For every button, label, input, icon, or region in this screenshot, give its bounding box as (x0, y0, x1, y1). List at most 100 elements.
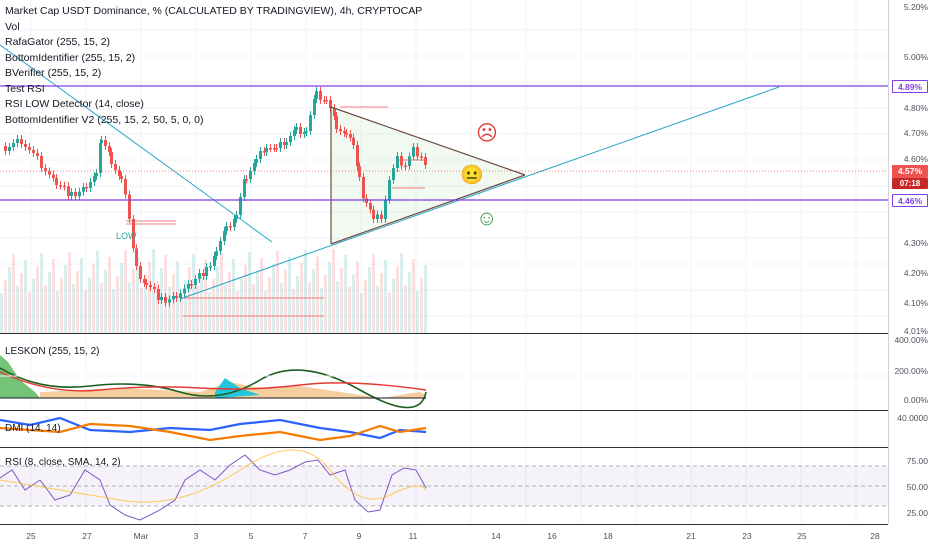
volume-bar (296, 276, 299, 333)
volume-bar (80, 258, 83, 333)
legend-line-bottomidentifier-v2[interactable]: BottomIdentifier V2 (255, 15, 2, 50, 5, … (5, 113, 204, 126)
volume-bar (140, 288, 143, 333)
candle-body (235, 215, 238, 219)
volume-bar (272, 264, 275, 333)
candle-body (225, 226, 228, 231)
chart-legend: Market Cap USDT Dominance, % (CALCULATED… (5, 4, 422, 128)
price-axis-label: 4.60% (903, 154, 928, 164)
descending-trendline (0, 44, 273, 243)
candle-body (253, 163, 256, 171)
rsi-axis-label: 50.00 (906, 482, 928, 492)
legend-line-rsi-low-detector[interactable]: RSI LOW Detector (14, close) (5, 98, 144, 110)
volume-bar (188, 267, 191, 333)
volume-bar (412, 259, 415, 333)
volume-bar (240, 278, 243, 333)
candle-body (396, 156, 399, 168)
legend-line-test-rsi[interactable]: Test RSI (5, 82, 45, 95)
volume-bar (204, 260, 207, 333)
resistance-price-tag[interactable]: 4.89% (892, 80, 928, 93)
time-axis-label: 18 (603, 531, 613, 541)
volume-bar (196, 286, 199, 333)
dmi-label[interactable]: DMI (14, 14) (5, 423, 61, 434)
candle-body (85, 187, 88, 189)
time-axis-label: 14 (491, 531, 501, 541)
candle-body (416, 147, 419, 157)
candle-body (67, 186, 70, 196)
candle-body (325, 100, 328, 102)
candle-body (44, 168, 47, 172)
volume-bar (328, 262, 331, 333)
pane-divider (0, 524, 888, 525)
candle-body (4, 146, 7, 151)
candle-body (283, 142, 286, 145)
pane-divider[interactable] (0, 447, 888, 448)
candle-body (74, 192, 77, 197)
candle-body (28, 147, 31, 150)
legend-line-rafagator[interactable]: RafaGator (255, 15, 2) (5, 36, 111, 48)
candle-body (202, 273, 205, 276)
candle-body (168, 299, 171, 303)
candle-body (233, 219, 236, 227)
candle-body (319, 91, 322, 100)
candle-body (143, 279, 146, 283)
volume-bar (268, 277, 271, 333)
rsi-label[interactable]: RSI (8, close, SMA, 14, 2) (5, 457, 121, 468)
pane-divider[interactable] (0, 410, 888, 411)
candle-body (358, 166, 361, 177)
current-price-tag[interactable]: 4.57% (892, 165, 928, 178)
candle-body (48, 171, 51, 175)
candle-body (175, 296, 178, 298)
volume-bar (212, 279, 215, 333)
price-axis-label: 4.70% (903, 128, 928, 138)
candle-body (263, 151, 266, 153)
candle-body (420, 156, 423, 158)
candle-body (345, 133, 348, 135)
candle-body (78, 191, 81, 197)
candle-body (273, 148, 276, 150)
volume-bar (312, 269, 315, 333)
volume-bar (264, 290, 267, 333)
pennant-lower-line (330, 174, 526, 245)
candle-body (269, 148, 272, 150)
leskon-label[interactable]: LESKON (255, 15, 2) (5, 346, 100, 357)
time-axis-label: 7 (302, 531, 308, 541)
time-axis-label: 11 (408, 531, 418, 541)
support-price-tag[interactable]: 4.46% (892, 194, 928, 207)
candle-body (249, 171, 252, 179)
volume-bar (324, 275, 327, 333)
volume-bar (68, 252, 71, 333)
candle-body (295, 127, 298, 130)
volume-bar (316, 256, 319, 333)
legend-line-bverifier[interactable]: BVerifier (255, 15, 2) (5, 67, 102, 79)
leskon-green-area (0, 355, 40, 398)
candle-body (183, 288, 186, 294)
time-axis-label: 3 (193, 531, 199, 541)
time-axis-label: 25 (797, 531, 807, 541)
candle-body (55, 178, 58, 185)
candle-body (70, 192, 73, 196)
volume-bar (292, 289, 295, 333)
dmi-plus-line (0, 416, 427, 440)
pennant-fill (331, 107, 525, 244)
candle-body (259, 151, 262, 159)
volume-bar (232, 259, 235, 333)
price-axis-label: 4.10% (903, 298, 928, 308)
legend-line-vol[interactable]: Vol (5, 20, 20, 33)
candle-body (352, 137, 355, 145)
candle-body (369, 203, 372, 210)
candle-body (82, 187, 85, 192)
legend-line-bottomidentifier[interactable]: BottomIdentifier (255, 15, 2) (5, 51, 136, 64)
time-axis-label: 21 (686, 531, 696, 541)
volume-bar (308, 282, 311, 333)
candle-body (89, 182, 92, 188)
volume-bar (88, 277, 91, 333)
volume-bar (12, 254, 15, 333)
candle-body (160, 297, 163, 300)
pane-divider[interactable] (0, 333, 888, 334)
volume-bar (276, 251, 279, 333)
volume-bar (228, 272, 231, 333)
volume-bar (320, 288, 323, 333)
candle-body (110, 152, 113, 164)
volume-bar (96, 251, 99, 333)
